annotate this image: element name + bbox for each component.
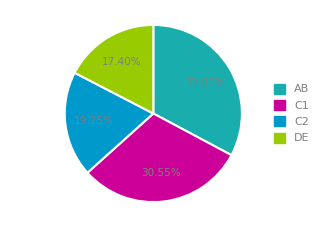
Wedge shape bbox=[65, 73, 153, 173]
Legend: AB, C1, C2, DE: AB, C1, C2, DE bbox=[270, 79, 314, 148]
Text: 30.55%: 30.55% bbox=[141, 168, 180, 178]
Text: 32.80%: 32.80% bbox=[185, 77, 225, 88]
Wedge shape bbox=[153, 25, 242, 155]
Wedge shape bbox=[87, 114, 231, 202]
Text: 19.25%: 19.25% bbox=[74, 116, 114, 126]
Wedge shape bbox=[75, 25, 153, 114]
Text: 17.40%: 17.40% bbox=[102, 57, 142, 67]
